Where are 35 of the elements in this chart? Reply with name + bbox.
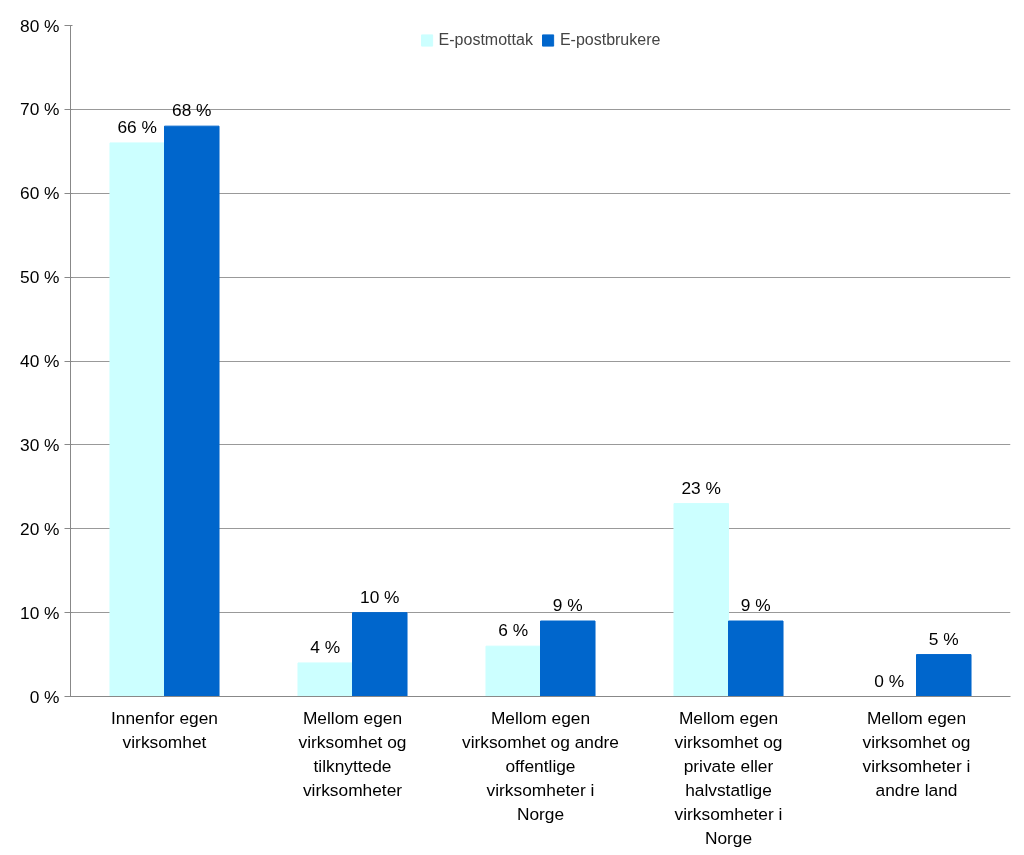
x-tick-label: Mellom egen virksomhet og tilknyttede virksomheter <box>298 707 407 800</box>
y-tick-label: 20 % <box>20 518 60 539</box>
data-label: 68 % <box>172 100 212 121</box>
y-tick-label: 40 % <box>20 351 60 371</box>
bar <box>485 645 541 697</box>
bar <box>297 662 353 697</box>
y-tick-label: 60 % <box>20 183 60 204</box>
data-label: 5 % <box>928 628 959 649</box>
data-label: 9 % <box>552 595 583 616</box>
bar <box>164 125 220 697</box>
bar <box>728 620 784 697</box>
bar <box>673 503 729 697</box>
bar <box>540 620 596 697</box>
y-tick-label: 0 % <box>29 686 60 707</box>
x-tick-label: Mellom egen virksomhet og virksomheter i andre land <box>862 707 971 800</box>
data-label: 9 % <box>740 595 771 616</box>
y-tick-label: 70 % <box>20 99 60 120</box>
y-tick-label: 10 % <box>20 602 60 623</box>
legend-label: E-postmottak <box>438 31 533 49</box>
y-tick-label: 80 % <box>20 15 60 36</box>
bar <box>352 612 408 697</box>
x-tick-label: Innenfor egen virksomhet <box>111 707 218 752</box>
data-label: 10 % <box>360 586 400 607</box>
y-tick-label: 30 % <box>20 434 60 455</box>
data-label: 66 % <box>117 116 157 137</box>
x-tick-label: Mellom egen virksomhet og private eller halvstatlige virksomheter i Norge <box>674 707 783 848</box>
data-label: 23 % <box>681 477 721 498</box>
x-tick-label: Mellom egen virksomhet og andre offentlige virksomheter i Norge <box>462 707 619 824</box>
data-label: 0 % <box>874 670 905 691</box>
data-label: 4 % <box>310 636 341 657</box>
y-tick-label: 50 % <box>20 267 60 288</box>
legend-label: E-postbrukere <box>559 31 661 49</box>
bar <box>109 142 165 697</box>
data-label: 6 % <box>498 620 529 641</box>
bar <box>916 654 972 697</box>
